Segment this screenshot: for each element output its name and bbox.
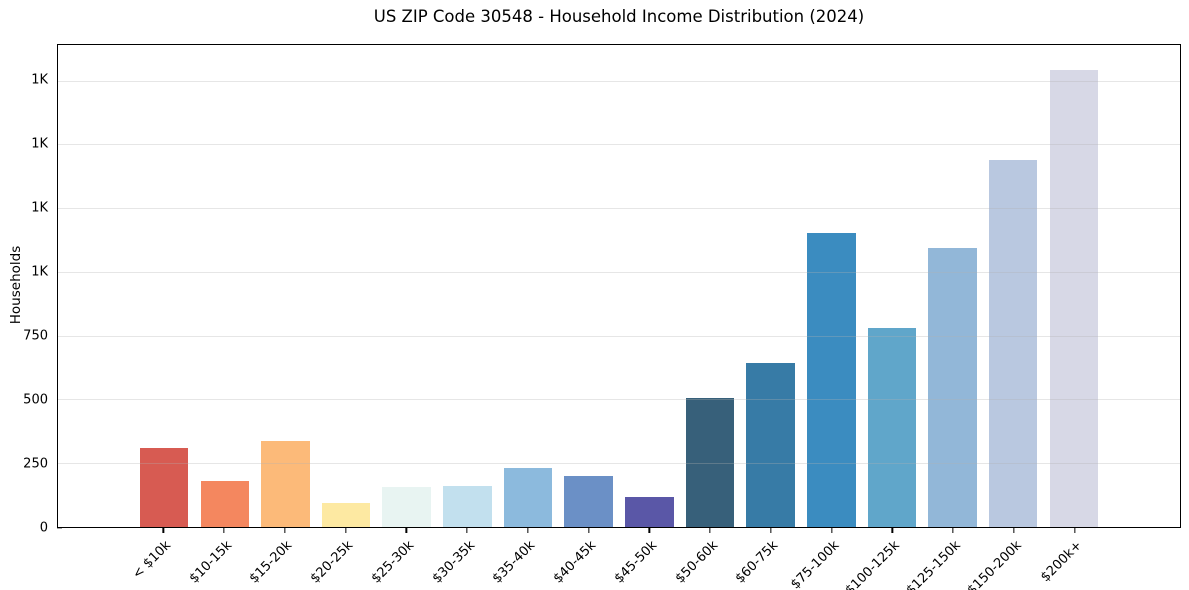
y-tick-label: 250 [23,456,48,472]
x-tick-label: $50-60k [672,538,721,587]
bar-$50-60k [685,397,735,527]
x-tick-label: $30-35k [429,538,478,587]
bar-$100-125k [867,328,917,527]
bar-$60-75k [746,362,795,527]
bar-$25-30k [382,487,431,527]
bar-$15-20k [261,441,310,527]
gridline [58,463,1180,465]
bar-$20-25k [321,503,371,527]
bar-$40-45k [564,475,613,527]
y-tick-label: 1K [31,72,48,88]
bar-$10-15k [200,480,250,527]
bar-$35-40k [503,467,553,527]
x-tick-label: $10-15k [186,538,235,587]
x-tick-label: $35-40k [489,538,539,587]
gridline [58,144,1180,146]
x-tick-mark [284,528,286,533]
gridline [58,271,1180,273]
x-tick-label: $125-150k [903,538,964,590]
x-tick-mark [1013,528,1015,533]
x-tick-mark [709,528,711,533]
x-tick-mark [770,528,772,533]
x-axis: < $10k $10-15k $15-20k $20-25k $25-30k $30-35… [57,528,1181,590]
y-tick-label: 1K [31,200,48,216]
y-tick-label: 1K [31,136,48,152]
x-tick-mark [830,528,833,533]
gridline [58,335,1180,337]
x-tick-label: $100-125k [842,538,904,590]
gridline [58,80,1180,82]
x-tick-mark [952,528,954,533]
y-tick-label: 750 [23,328,48,344]
bar-$45-50k [625,496,674,527]
x-tick-label: $75-100k [787,538,843,590]
chart-title: US ZIP Code 30548 - Household Income Dis… [373,7,865,26]
x-tick-mark [891,528,894,533]
y-tick-label: 1K [31,264,48,280]
bar-$150-200k [988,160,1038,527]
y-axis: 0 250 500 750 1K 1K 1K 1K [0,44,62,536]
bar-< $10k [139,447,189,527]
x-tick-mark [466,528,468,533]
x-tick-mark [648,528,651,533]
gridline [58,399,1180,401]
x-tick-mark [162,528,164,533]
plot-area [57,44,1181,528]
x-tick-label: $20-25k [307,538,357,587]
x-tick-label: $45-50k [611,538,660,587]
x-tick-mark [223,528,225,533]
x-tick-mark [405,528,407,533]
y-tick-label: 500 [23,392,48,408]
bar-$125-150k [928,248,977,527]
x-tick-label: $60-75k [733,538,782,587]
x-tick-label: $25-30k [368,538,417,587]
x-tick-mark [344,528,347,533]
x-tick-label: $200k+ [1038,538,1086,586]
x-tick-label: $15-20k [246,538,296,587]
x-tick-label: $40-45k [550,538,600,587]
bar-$30-35k [443,485,492,527]
y-tick-label: 0 [39,520,48,536]
x-tick-mark [587,528,590,533]
x-tick-mark [527,528,529,533]
bar-$200k+ [1049,70,1099,527]
bar-$75-100k [807,233,856,527]
y-tick-mark [57,527,62,529]
x-tick-mark [1074,528,1076,533]
x-tick-label: $150-200k [964,538,1025,590]
x-tick-label: < $10k [129,538,174,583]
gridline [58,208,1180,210]
